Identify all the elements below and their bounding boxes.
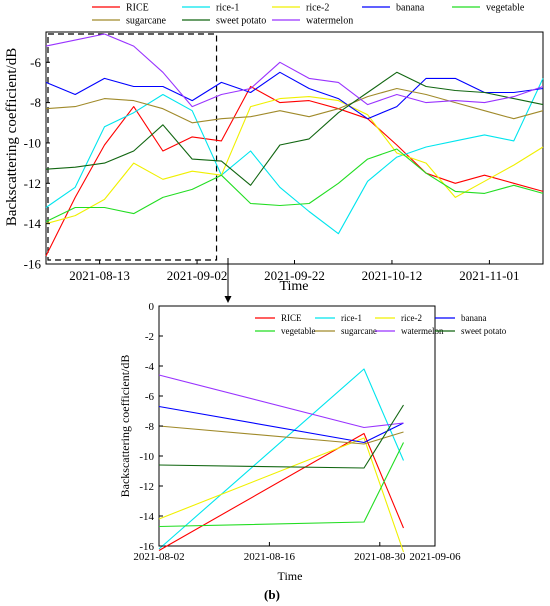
zoom-region-box xyxy=(47,33,218,261)
bottom-y-tick-label: -16 xyxy=(139,541,154,553)
top-legend-label-rice-2: rice-2 xyxy=(306,3,329,14)
bottom-x-tick-label: 2021-09-06 xyxy=(409,551,461,563)
top-legend-label-sugarcane: sugarcane xyxy=(126,16,167,27)
top-x-tick-label: 2021-09-02 xyxy=(167,268,228,283)
bottom-x-tick-label: 2021-08-16 xyxy=(244,551,296,563)
top-legend-label-rice: RICE xyxy=(126,3,149,14)
bottom-legend-label-sugarcane: sugarcane xyxy=(341,326,377,336)
top-x-tick-label: 2021-10-12 xyxy=(362,268,423,283)
top-legend-label-vegetable: vegetable xyxy=(486,3,525,14)
top-y-tick-label: -6 xyxy=(30,55,41,70)
bottom-y-tick-label: -6 xyxy=(145,391,155,403)
top-y-axis: -16 -14 -12 -10 -8 -6 xyxy=(24,55,50,272)
top-legend-label-rice-1: rice-1 xyxy=(216,3,239,14)
bottom-series-line-vegetable xyxy=(158,442,404,528)
bottom-y-axis-label: Backscattering coefficient/dB xyxy=(118,355,132,498)
bottom-legend-label-rice-1: rice-1 xyxy=(341,313,362,323)
bottom-x-axis-label: Time xyxy=(278,569,303,583)
figure-label: (b) xyxy=(264,587,280,602)
bottom-series-line-sweet-potato xyxy=(158,404,404,469)
bottom-y-tick-label: -2 xyxy=(145,331,154,343)
top-x-tick-label: 2021-08-13 xyxy=(69,268,130,283)
top-x-axis-label: Time xyxy=(279,279,308,294)
top-y-tick-label: -14 xyxy=(24,216,42,231)
zoom-arrow xyxy=(224,258,232,303)
top-y-tick-label: -16 xyxy=(24,257,42,272)
bottom-y-tick-label: -4 xyxy=(145,361,155,373)
top-legend-label-sweet-potato: sweet potato xyxy=(216,16,266,27)
bottom-series-line-rice-2 xyxy=(158,437,405,553)
bottom-legend: RICE rice-1 rice-2 banana vegetable sugarcane… xyxy=(255,313,507,336)
bottom-legend-label-watermelon: watermelon xyxy=(401,326,444,336)
top-series-line-rice-2 xyxy=(45,96,544,225)
top-y-tick-label: -12 xyxy=(24,176,41,191)
bottom-series-line-sugarcane xyxy=(158,425,404,445)
bottom-legend-label-banana: banana xyxy=(461,313,486,323)
top-y-tick-label: -10 xyxy=(24,136,41,151)
top-legend-label-watermelon: watermelon xyxy=(306,16,353,27)
bottom-y-tick-label: -12 xyxy=(139,481,154,493)
bottom-y-tick-label: -10 xyxy=(139,451,154,463)
bottom-y-axis: -16 -14 -12 -10 -8 -6 -4 -2 0 xyxy=(139,301,163,553)
bottom-chart: RICE rice-1 rice-2 banana vegetable sugarcane… xyxy=(118,301,507,583)
bottom-x-tick-label: 2021-08-30 xyxy=(354,551,406,563)
bottom-legend-label-sweet-potato: sweet potato xyxy=(461,326,507,336)
top-legend: RICE rice-1 rice-2 banana vegetable sugarcane… xyxy=(92,3,525,27)
bottom-plot-area xyxy=(158,305,436,553)
bottom-x-axis: 2021-08-02 2021-08-16 2021-08-30 2021-09-06 xyxy=(133,542,461,563)
top-legend-label-banana: banana xyxy=(396,3,425,14)
top-series-line-rice-1 xyxy=(45,78,544,235)
top-chart: RICE rice-1 rice-2 banana vegetable sugarcane… xyxy=(4,3,544,294)
bottom-legend-label-rice: RICE xyxy=(281,313,302,323)
top-series-line-vegetable xyxy=(45,148,544,223)
top-x-axis: 2021-08-13 2021-09-02 2021-09-22 2021-10-12… xyxy=(69,260,519,283)
top-y-axis-label: Backscattering coefficient/dB xyxy=(4,48,20,226)
top-x-tick-label: 2021-11-01 xyxy=(459,268,519,283)
bottom-series-line-banana xyxy=(158,405,404,444)
top-series-line-sugarcane xyxy=(45,87,544,124)
bottom-x-tick-label: 2021-08-02 xyxy=(133,551,184,563)
top-series-line-rice xyxy=(45,85,544,257)
top-series-line-watermelon xyxy=(45,33,544,108)
bottom-y-tick-label: -14 xyxy=(139,511,154,523)
bottom-y-tick-label: -8 xyxy=(145,421,155,433)
top-x-tick-label: 2021-09-22 xyxy=(264,268,325,283)
top-series-line-banana xyxy=(45,71,544,120)
top-series-line-sweet-potato xyxy=(45,71,544,186)
top-y-tick-label: -8 xyxy=(30,95,41,110)
bottom-legend-label-rice-2: rice-2 xyxy=(401,313,422,323)
bottom-y-tick-label: 0 xyxy=(149,301,155,313)
top-plot-area xyxy=(45,31,544,265)
bottom-series-line-watermelon xyxy=(158,374,404,429)
bottom-legend-label-vegetable: vegetable xyxy=(281,326,315,336)
bottom-series-line-rice xyxy=(158,432,405,551)
